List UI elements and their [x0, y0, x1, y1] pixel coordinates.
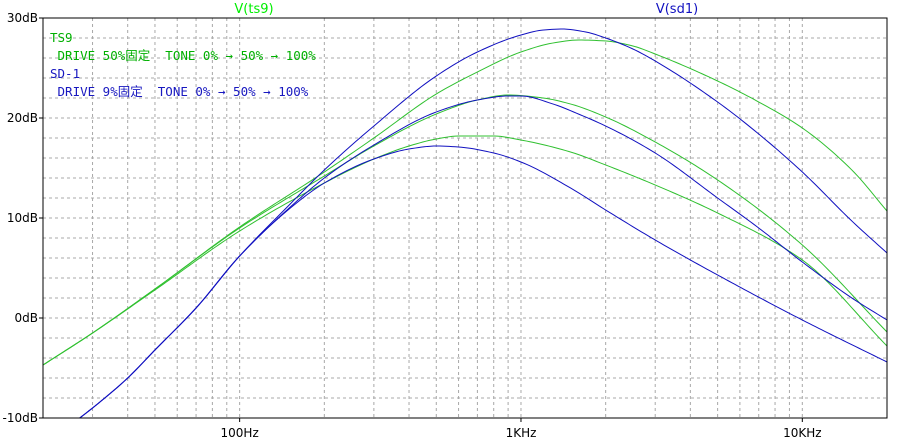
- y-tick-label: 0dB: [15, 311, 38, 325]
- trace-line: [79, 28, 888, 419]
- y-tick-label: 10dB: [7, 211, 38, 225]
- annotation-line: SD-1: [50, 66, 81, 81]
- x-tick-label: 100Hz: [221, 426, 259, 440]
- y-tick-label: 20dB: [7, 111, 38, 125]
- trace-names: V(ts9) V(sd1): [234, 2, 698, 17]
- x-tick-label: 1KHz: [506, 426, 537, 440]
- x-tick-label: 10KHz: [783, 426, 821, 440]
- trace-line: [42, 135, 888, 366]
- annotation-line: DRIVE 9%固定 TONE 0% → 50% → 100%: [50, 84, 309, 99]
- annotation-line: DRIVE 50%固定 TONE 0% → 50% → 100%: [50, 48, 316, 63]
- annotation-line: TS9: [50, 30, 73, 45]
- trace-line: [42, 39, 888, 366]
- trace-name: V(ts9): [234, 2, 273, 17]
- y-tick-label: 30dB: [7, 11, 38, 25]
- y-tick-label: -10dB: [3, 411, 38, 425]
- trace-name: V(sd1): [656, 2, 698, 17]
- traces: [42, 28, 888, 419]
- axis-labels: 100Hz 1KHz 10KHz 30dB 20dB 10dB 0dB -10dB: [3, 11, 822, 440]
- grid-lines: [43, 18, 887, 418]
